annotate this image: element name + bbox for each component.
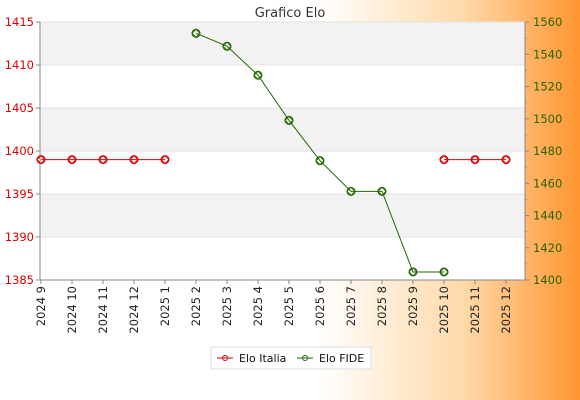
data-point (129, 155, 139, 165)
right-tick-label: 1480 (533, 144, 562, 158)
data-point (191, 28, 201, 38)
data-point (36, 155, 46, 165)
series-line-elo-fide (195, 32, 444, 273)
right-tick-label: 1500 (533, 112, 562, 126)
data-point (377, 186, 387, 196)
data-point (67, 155, 77, 165)
right-tick-label: 1400 (533, 273, 562, 287)
grid-band (40, 108, 525, 151)
right-tick-label: 1560 (533, 15, 562, 29)
x-tick-label: 2025 7 (344, 286, 358, 326)
legend-marker (222, 355, 228, 361)
left-tick-label: 1410 (5, 58, 34, 72)
data-point (408, 267, 418, 277)
data-point (346, 186, 356, 196)
chart-title: Grafico Elo (255, 6, 326, 21)
left-tick-label: 1385 (5, 273, 34, 287)
right-tick-label: 1540 (533, 47, 562, 61)
x-tick-label: 2024 10 (65, 286, 79, 334)
x-tick-label: 2025 6 (313, 286, 327, 326)
x-tick-label: 2024 11 (96, 286, 110, 334)
data-point (160, 155, 170, 165)
right-tick-label: 1460 (533, 176, 562, 190)
x-tick-label: 2025 4 (251, 286, 265, 326)
legend-label-elo-fide: Elo FIDE (319, 352, 364, 365)
left-tick-label: 1400 (5, 144, 34, 158)
data-point (284, 115, 294, 125)
x-tick-label: 2025 11 (468, 286, 482, 334)
data-point (222, 41, 232, 51)
data-point (439, 267, 449, 277)
grid-band (40, 22, 525, 65)
x-tick-label: 2025 1 (158, 286, 172, 326)
x-tick-label: 2025 12 (499, 286, 513, 334)
left-tick-label: 1405 (5, 101, 34, 115)
data-point (315, 156, 325, 166)
right-tick-label: 1520 (533, 80, 562, 94)
data-point (253, 70, 263, 80)
x-tick-label: 2025 10 (437, 286, 451, 334)
x-tick-label: 2024 12 (127, 286, 141, 334)
x-tick-label: 2025 2 (189, 286, 203, 326)
left-tick-label: 1390 (5, 230, 34, 244)
x-tick-label: 2025 5 (282, 286, 296, 326)
legend-box (210, 346, 372, 370)
x-tick-label: 2025 8 (375, 286, 389, 326)
x-tick-label: 2025 9 (406, 286, 420, 326)
x-tick-label: 2024 9 (34, 286, 48, 326)
right-tick-label: 1420 (533, 241, 562, 255)
data-point (98, 155, 108, 165)
left-tick-label: 1415 (5, 15, 34, 29)
x-tick-label: 2025 3 (220, 286, 234, 326)
legend-marker (302, 355, 308, 361)
data-point (501, 155, 511, 165)
data-point (439, 155, 449, 165)
data-point (470, 155, 480, 165)
left-tick-label: 1395 (5, 187, 34, 201)
right-tick-label: 1440 (533, 209, 562, 223)
legend-label-elo-italia: Elo Italia (239, 352, 286, 365)
grid-band (40, 194, 525, 237)
